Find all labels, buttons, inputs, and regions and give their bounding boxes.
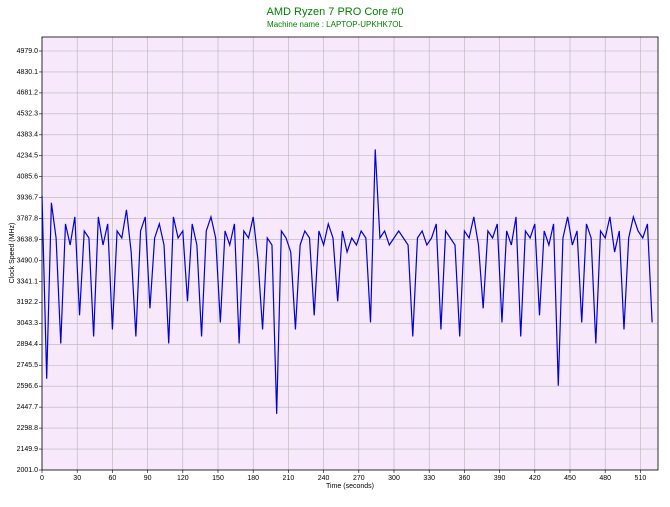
y-tick-label: 2149.9 [17, 446, 39, 453]
x-tick-label: 450 [564, 475, 576, 482]
y-tick-label: 4532.3 [17, 111, 39, 118]
x-tick-label: 30 [73, 475, 81, 482]
y-tick-label: 3936.7 [17, 194, 39, 201]
plot-border [41, 36, 659, 471]
x-tick-label: 420 [529, 475, 541, 482]
x-axis-label: Time (seconds) [326, 483, 374, 490]
x-tick-label: 180 [247, 475, 259, 482]
y-tick-label: 3043.3 [17, 320, 39, 327]
y-tick-label: 3490.0 [17, 257, 39, 264]
chart-title: AMD Ryzen 7 PRO Core #0 [267, 6, 404, 18]
y-tick-label: 4234.5 [17, 153, 39, 160]
x-tick-label: 210 [283, 475, 295, 482]
plot-area [42, 37, 658, 470]
y-tick-label: 4979.0 [17, 48, 39, 55]
y-tick-label: 3638.9 [17, 236, 39, 243]
x-tick-label: 240 [318, 475, 330, 482]
x-tick-label: 270 [353, 475, 365, 482]
x-tick-label: 120 [177, 475, 189, 482]
y-tick-label: 2447.7 [17, 404, 39, 411]
x-tick-label: 0 [40, 475, 44, 482]
x-tick-label: 60 [109, 475, 117, 482]
x-tick-label: 90 [144, 475, 152, 482]
x-tick-label: 300 [388, 475, 400, 482]
x-tick-label: 330 [423, 475, 435, 482]
y-axis-label: Clock Speed (MHz) [9, 223, 16, 284]
y-tick-label: 3192.2 [17, 299, 39, 306]
y-tick-label: 3787.8 [17, 215, 39, 222]
x-tick-label: 390 [494, 475, 506, 482]
y-tick-label: 4085.6 [17, 174, 39, 181]
x-tick-label: 480 [599, 475, 611, 482]
data-line [41, 149, 653, 414]
x-tick-label: 150 [212, 475, 224, 482]
y-tick-label: 4383.4 [17, 132, 39, 139]
y-tick-label: 2001.0 [17, 467, 39, 474]
x-tick-label: 360 [459, 475, 471, 482]
y-tick-label: 4830.1 [17, 69, 39, 76]
y-tick-label: 3341.1 [17, 278, 39, 285]
x-tick-label: 510 [635, 475, 647, 482]
y-tick-label: 2596.6 [17, 383, 39, 390]
chart-subtitle: Machine name : LAPTOP-UPKHK7OL [267, 20, 403, 29]
y-tick-label: 2745.5 [17, 362, 39, 369]
y-tick-label: 4681.2 [17, 90, 39, 97]
y-tick-label: 2298.8 [17, 425, 39, 432]
y-tick-label: 2894.4 [17, 341, 39, 348]
